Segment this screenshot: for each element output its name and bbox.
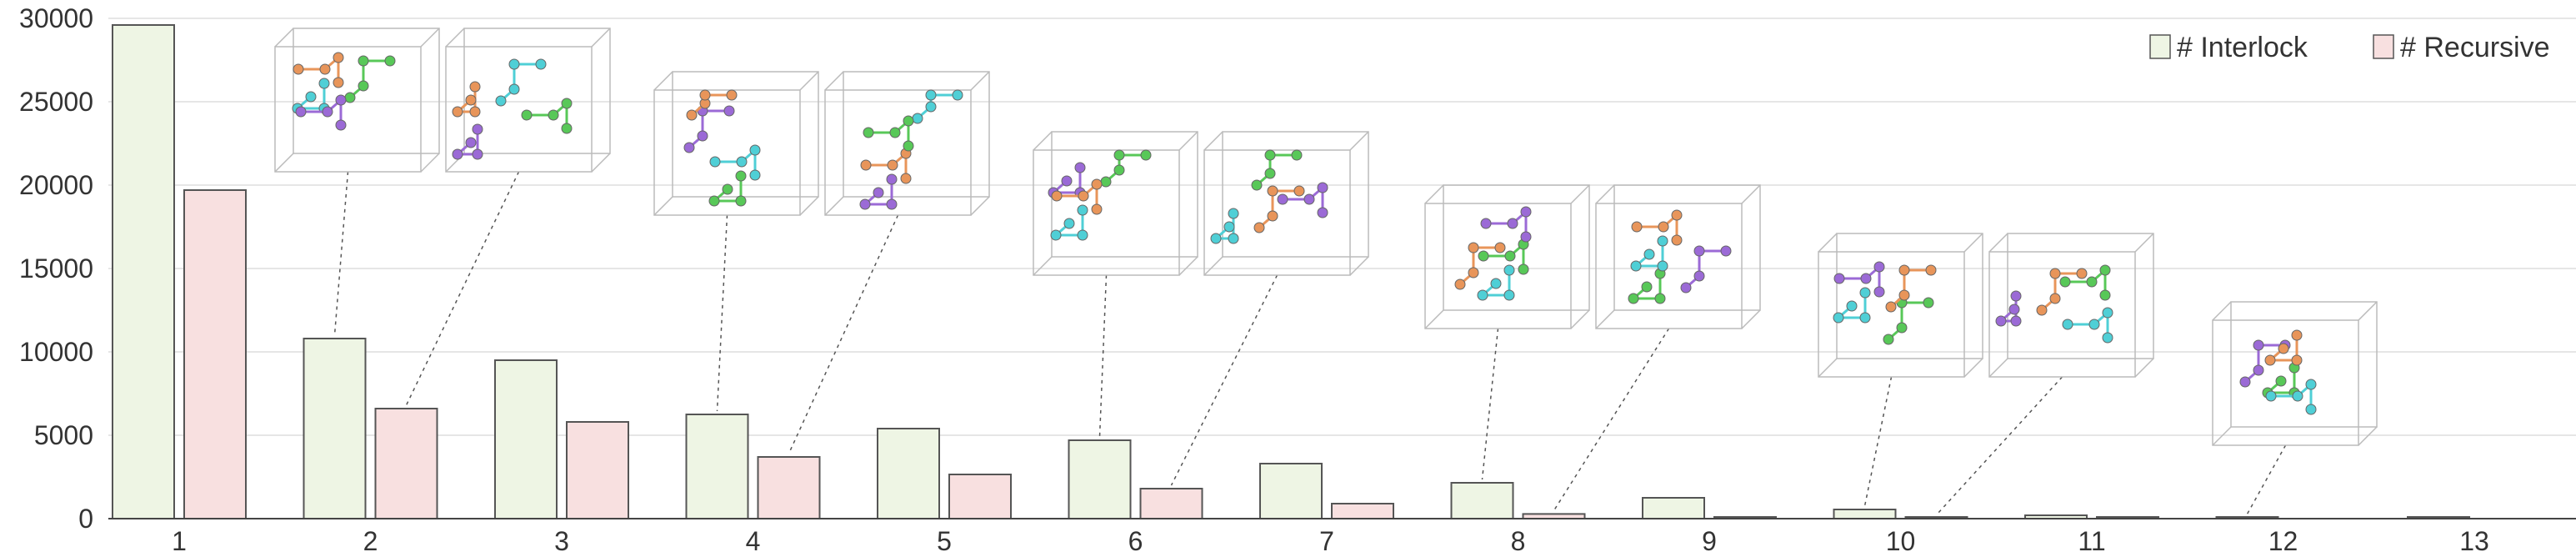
legend-label-interlock: # Interlock: [2177, 32, 2308, 63]
bar-interlock-2: [303, 338, 367, 519]
x-tick-label: 8: [1511, 526, 1526, 556]
x-tick-label: 11: [2078, 526, 2105, 556]
structure-inset-9: [1818, 233, 1983, 378]
y-axis-ticks: 0 5000 10000 15000 20000 25000 30000: [19, 3, 93, 534]
bar-recursive-3: [566, 421, 629, 519]
bar-interlock-10: [1833, 509, 1897, 519]
x-tick-label: 1: [172, 526, 187, 556]
leader-line: [1935, 376, 2063, 516]
x-tick-label: 12: [2268, 526, 2298, 556]
x-tick-label: 7: [1319, 526, 1334, 556]
leader-line: [2246, 444, 2287, 514]
leader-line: [1170, 274, 1278, 486]
bar-interlock-4: [685, 414, 749, 519]
bar-interlock-3: [494, 359, 558, 519]
structure-inset-3: [653, 71, 819, 216]
structure-inset-11: [2212, 301, 2378, 446]
y-tick-label: 5000: [34, 420, 93, 450]
legend-swatch-interlock: [2149, 34, 2171, 59]
bar-recursive-5: [948, 474, 1012, 519]
inset-leader-lines: [333, 171, 2287, 516]
structure-insets: [274, 28, 2378, 446]
leader-line: [716, 214, 728, 412]
legend-label-recursive: # Recursive: [2400, 32, 2550, 63]
bar-interlock-5: [877, 428, 940, 519]
grid-lines: [108, 18, 2576, 436]
leader-line: [405, 171, 520, 406]
leader-line: [1098, 274, 1108, 438]
y-tick-label: 10000: [19, 337, 93, 367]
legend: # Interlock # Recursive: [2149, 32, 2550, 63]
x-tick-label: 10: [1886, 526, 1916, 556]
structure-inset-7: [1424, 184, 1590, 329]
x-tick-label: 5: [937, 526, 952, 556]
bar-recursive-7: [1331, 503, 1394, 519]
structure-inset-5: [1033, 131, 1198, 276]
bar-interlock-6: [1068, 439, 1132, 519]
legend-swatch-recursive: [2373, 34, 2394, 59]
structure-inset-6: [1203, 131, 1369, 276]
x-tick-label: 9: [1702, 526, 1717, 556]
bar-interlock-7: [1259, 463, 1323, 519]
bar-interlock-8: [1450, 482, 1514, 519]
y-tick-label: 25000: [19, 87, 93, 117]
x-tick-label: 3: [554, 526, 569, 556]
structure-inset-8: [1595, 184, 1761, 329]
bar-recursive-4: [757, 456, 821, 519]
bar-interlock-9: [1642, 497, 1705, 519]
leader-line: [1863, 376, 1893, 507]
bar-recursive-1: [183, 189, 247, 519]
bars: [112, 24, 2470, 520]
x-axis-ticks: 1 2 3 4 5 6 7 8 9 10 11 12 13: [172, 526, 2489, 556]
y-tick-label: 30000: [19, 3, 93, 33]
x-tick-label: 2: [363, 526, 378, 556]
leader-line: [1553, 328, 1670, 511]
y-tick-label: 0: [78, 504, 93, 534]
bar-recursive-2: [374, 408, 438, 519]
y-tick-label: 20000: [19, 170, 93, 200]
structure-inset-2: [445, 28, 611, 173]
structure-inset-1: [274, 28, 440, 173]
structure-inset-4: [824, 71, 990, 216]
x-tick-label: 6: [1128, 526, 1143, 556]
leader-line: [788, 214, 899, 454]
structure-inset-10: [1988, 233, 2154, 378]
leader-line: [1481, 328, 1499, 480]
x-tick-label: 13: [2459, 526, 2489, 556]
leader-line: [333, 171, 349, 336]
bar-interlock-1: [112, 24, 175, 519]
x-tick-label: 4: [746, 526, 761, 556]
y-tick-label: 15000: [19, 253, 93, 284]
bar-recursive-6: [1139, 488, 1203, 519]
